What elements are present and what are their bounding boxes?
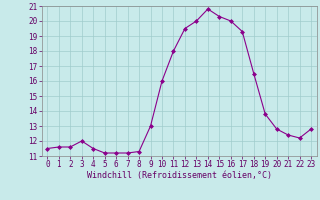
X-axis label: Windchill (Refroidissement éolien,°C): Windchill (Refroidissement éolien,°C): [87, 171, 272, 180]
